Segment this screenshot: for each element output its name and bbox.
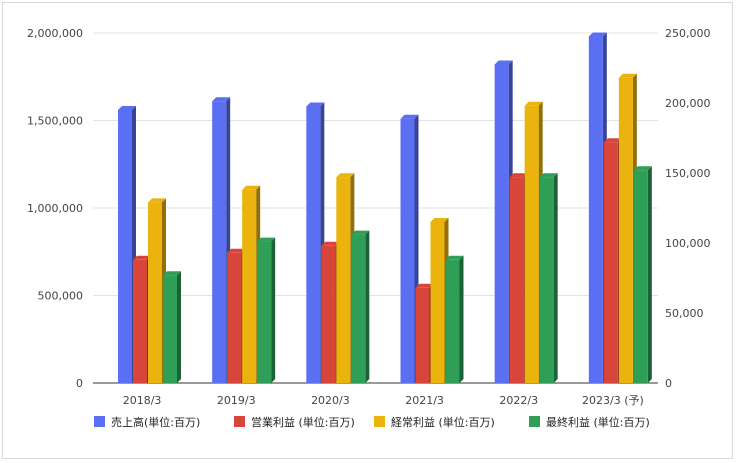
bar-face (415, 287, 430, 383)
bar-top (445, 255, 464, 260)
bar (445, 255, 464, 383)
bar-face (400, 118, 415, 383)
bar-side (365, 230, 370, 383)
bar-top (415, 283, 434, 288)
bar-face (257, 241, 272, 383)
bar-face (430, 222, 445, 383)
left-axis-tick-label: 2,000,000 (27, 27, 83, 40)
bar-side (271, 237, 276, 383)
bar-face (494, 64, 509, 383)
legend-item: 営業利益 (単位:百万) (234, 415, 355, 429)
legend-swatch (374, 416, 385, 427)
bar-top (588, 32, 607, 37)
bar-side (459, 255, 464, 383)
bar-face (509, 177, 524, 383)
right-axis-tick-label: 200,000 (665, 97, 711, 110)
legend-label: 営業利益 (単位:百万) (251, 415, 355, 429)
left-axis-tick-label: 1,500,000 (27, 115, 83, 128)
bar-face (148, 202, 162, 383)
bar-top (163, 271, 181, 276)
bar-top (400, 114, 419, 119)
right-axis-tick-label: 150,000 (665, 167, 711, 180)
legend-swatch (529, 416, 540, 427)
bar-face (524, 105, 539, 384)
bars (118, 32, 652, 384)
left-axis-tick-label: 500,000 (38, 290, 84, 303)
left-axis-tick-label: 1,000,000 (27, 202, 83, 215)
bar (257, 237, 276, 383)
bar-top (133, 255, 151, 260)
bar-face (133, 259, 147, 383)
bar-face (539, 177, 554, 383)
legend-item: 売上高(単位:百万) (94, 415, 200, 429)
legend-item: 経常利益 (単位:百万) (374, 415, 495, 429)
bar-side (647, 166, 652, 383)
bar-side (553, 173, 558, 383)
bar-top (430, 218, 449, 222)
bar-face (242, 189, 257, 383)
bar-top (618, 73, 637, 78)
bar (539, 173, 558, 383)
bar (351, 230, 370, 383)
right-axis-tick-label: 250,000 (665, 27, 711, 40)
category-axis: 2018/3 2019/3 2020/3 2021/3 2022/3 2023/3 (予) (123, 394, 644, 407)
legend-swatch (94, 416, 105, 427)
bar-face (618, 77, 633, 384)
legend-item: 最終利益 (単位:百万) (529, 415, 650, 429)
right-axis: 0 50,000 100,000 150,000 200,000 250,000 (665, 27, 711, 390)
bar-top (633, 166, 652, 171)
bar-top (539, 173, 558, 178)
bar-top (321, 241, 340, 246)
bar-face (336, 177, 351, 383)
category-label: 2021/3 (405, 394, 444, 407)
bar-top (603, 138, 622, 143)
bar (163, 271, 181, 383)
bar-top (494, 60, 513, 65)
bar-face (633, 170, 648, 383)
right-axis-tick-label: 50,000 (665, 307, 704, 320)
bar-top (257, 237, 276, 242)
legend-swatch (234, 416, 245, 427)
bar-top (336, 173, 355, 178)
bar-top (118, 106, 136, 110)
legend: 売上高(単位:百万) 営業利益 (単位:百万) 経常利益 (単位:百万) 最終利益 (… (94, 415, 650, 429)
right-axis-tick-label: 100,000 (665, 237, 711, 250)
bar-top (524, 101, 543, 106)
category-label: 2019/3 (217, 394, 256, 407)
bar-top (509, 173, 528, 178)
bar-face (227, 252, 242, 383)
bar-face (212, 101, 227, 383)
bar-top (351, 230, 370, 235)
bar-face (306, 106, 321, 383)
bar-top (306, 102, 325, 107)
bar-face (163, 275, 177, 383)
legend-label: 経常利益 (単位:百万) (391, 415, 495, 429)
bar-face (321, 245, 336, 383)
category-label: 2022/3 (499, 394, 538, 407)
bar-face (351, 234, 366, 383)
category-label: 2020/3 (311, 394, 350, 407)
bar-top (212, 97, 231, 102)
bar-side (177, 271, 181, 383)
bar-face (603, 142, 618, 383)
bar-face (445, 259, 460, 383)
bar-top (148, 198, 166, 203)
bar-face (588, 36, 603, 383)
bar (633, 166, 652, 383)
gridlines (93, 32, 658, 384)
category-label: 2023/3 (予) (582, 394, 644, 407)
category-label: 2018/3 (123, 394, 162, 407)
bar-face (118, 110, 132, 383)
left-axis: 0 500,000 1,000,000 1,500,000 2,000,000 (27, 27, 83, 390)
legend-label: 売上高(単位:百万) (111, 415, 200, 429)
left-axis-tick-label: 0 (76, 377, 83, 390)
legend-label: 最終利益 (単位:百万) (546, 415, 650, 429)
bar-top (242, 185, 261, 190)
right-axis-tick-label: 0 (665, 377, 672, 390)
bar-top (227, 248, 246, 253)
